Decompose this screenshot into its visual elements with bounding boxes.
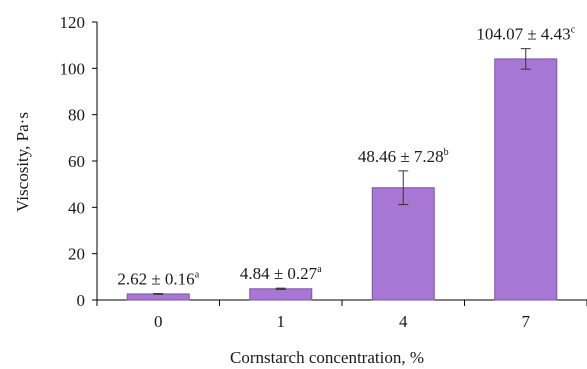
y-tick-label: 40 [68,198,85,217]
x-axis-title: Cornstarch concentration, % [230,348,424,367]
data-label: 4.84 ± 0.27a [240,264,322,283]
data-label: 48.46 ± 7.28b [358,147,449,166]
bar [249,288,313,301]
x-tick-label: 7 [522,312,531,331]
data-label-value: 4.84 ± 0.27 [240,264,318,283]
y-tick-label: 120 [60,13,86,32]
bar [126,293,190,301]
chart-axes: 0 20 40 60 80 100 120 0 1 4 7 [60,13,587,331]
data-label-superscript: a [195,270,200,281]
data-label-value: 2.62 ± 0.16 [117,270,194,289]
y-tick-label: 60 [68,152,85,171]
y-tick-label: 0 [77,291,86,310]
bar [371,187,435,301]
data-label-value: 104.07 ± 4.43 [476,25,570,44]
data-label-superscript: b [444,147,449,158]
x-tick-label: 1 [277,312,286,331]
y-tick-label: 20 [68,245,85,264]
data-label-superscript: a [317,264,322,275]
data-label-superscript: c [571,25,576,36]
y-tick-label: 80 [68,106,85,125]
y-axis-title: Viscosity, Pa·s [13,112,32,212]
y-tick-label: 100 [60,59,86,78]
x-tick-label: 0 [154,312,163,331]
bar-series [126,48,558,301]
data-label: 104.07 ± 4.43c [476,25,575,44]
data-label-value: 48.46 ± 7.28 [358,147,444,166]
data-label: 2.62 ± 0.16a [117,270,199,289]
bar [494,58,558,301]
x-tick-label: 4 [399,312,408,331]
